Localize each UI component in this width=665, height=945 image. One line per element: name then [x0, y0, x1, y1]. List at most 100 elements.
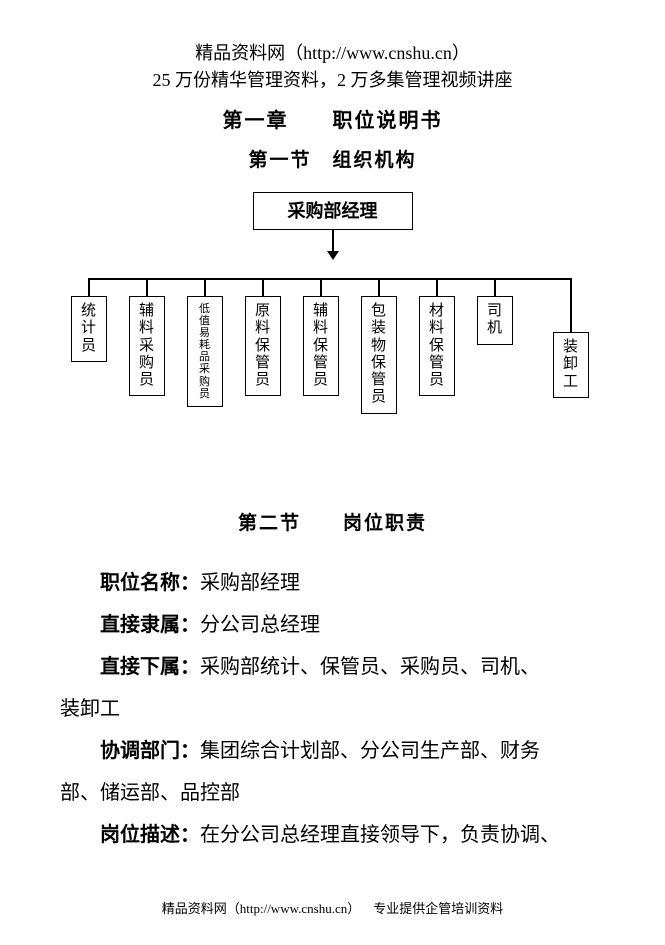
row-text: 集团综合计划部、分公司生产部、财务	[200, 740, 540, 762]
section-2-name: 岗位职责	[343, 513, 427, 534]
org-child-char: 料	[304, 320, 338, 337]
org-connector	[262, 278, 264, 296]
org-child-char: 管	[304, 355, 338, 372]
arrow-down-icon	[327, 251, 339, 260]
page-header: 精品资料网（http://www.cnshu.cn） 25 万份精华管理资料，2…	[60, 40, 605, 94]
org-child-node: 辅料保管员	[303, 296, 339, 396]
org-child-char: 司	[478, 303, 512, 320]
org-child-char: 员	[72, 338, 106, 355]
body-row-cont: 装卸工	[60, 689, 605, 729]
body-row: 职位名称：采购部经理	[60, 563, 605, 603]
org-child-char: 管	[362, 372, 396, 389]
section-2-title: 第二节 岗位职责	[60, 508, 605, 535]
org-child-char: 物	[362, 338, 396, 355]
row-label: 岗位描述：	[100, 824, 200, 846]
body-row-cont: 部、储运部、品控部	[60, 773, 605, 813]
section-1-name: 组织机构	[333, 150, 417, 171]
org-child-char: 员	[130, 372, 164, 389]
org-connector	[146, 278, 148, 296]
row-text: 在分公司总经理直接领导下，负责协调、	[200, 824, 560, 846]
org-child-char: 采	[188, 363, 222, 375]
org-child-char: 材	[420, 303, 454, 320]
org-child-node: 辅料采购员	[129, 296, 165, 396]
org-child-char: 低	[188, 303, 222, 315]
row-label: 直接隶属：	[100, 614, 200, 636]
section-1-label: 第一节	[248, 150, 311, 171]
org-child-char: 料	[420, 320, 454, 337]
org-child-char: 辅	[130, 303, 164, 320]
body-row: 直接下属：采购部统计、保管员、采购员、司机、	[60, 647, 605, 687]
org-chart: 采购部经理 统计员辅料采购员低值易耗品采购员原料保管员辅料保管员包装物保管员材料…	[63, 192, 603, 458]
page-footer: 精品资料网（http://www.cnshu.cn） 专业提供企管培训资料	[0, 898, 665, 917]
org-hbus-line	[89, 278, 571, 280]
org-child-node: 装卸工	[553, 332, 589, 398]
org-child-char: 统	[72, 303, 106, 320]
body-row: 直接隶属：分公司总经理	[60, 605, 605, 645]
org-child-char: 机	[478, 320, 512, 337]
org-connector	[494, 278, 496, 296]
org-child-node: 原料保管员	[245, 296, 281, 396]
org-child-char: 装	[554, 339, 588, 356]
org-child-char: 管	[420, 355, 454, 372]
body-text: 职位名称：采购部经理直接隶属：分公司总经理直接下属：采购部统计、保管员、采购员、…	[60, 563, 605, 855]
org-child-char: 卸	[554, 356, 588, 373]
org-child-char: 保	[246, 338, 280, 355]
org-child-char: 员	[420, 372, 454, 389]
body-row: 协调部门：集团综合计划部、分公司生产部、财务	[60, 731, 605, 771]
header-line-2: 25 万份精华管理资料，2 万多集管理视频讲座	[60, 67, 605, 94]
org-child-char: 员	[246, 372, 280, 389]
chapter-title: 第一章 职位说明书	[60, 104, 605, 133]
org-stem-line	[332, 230, 334, 252]
org-child-char: 购	[130, 355, 164, 372]
org-child-node: 统计员	[71, 296, 107, 362]
org-child-char: 保	[420, 338, 454, 355]
row-text: 采购部经理	[200, 572, 300, 594]
row-label: 协调部门：	[100, 740, 200, 762]
org-child-char: 员	[304, 372, 338, 389]
org-child-node: 司机	[477, 296, 513, 345]
org-child-char: 保	[304, 338, 338, 355]
org-child-char: 辅	[304, 303, 338, 320]
org-child-char: 保	[362, 355, 396, 372]
org-root-node: 采购部经理	[253, 192, 413, 230]
org-children-area: 统计员辅料采购员低值易耗品采购员原料保管员辅料保管员包装物保管员材料保管员司机装…	[63, 278, 603, 458]
org-child-char: 管	[246, 355, 280, 372]
org-child-char: 料	[246, 320, 280, 337]
org-child-char: 包	[362, 303, 396, 320]
gap	[312, 150, 333, 171]
org-child-char: 工	[554, 374, 588, 391]
row-text: 分公司总经理	[200, 614, 320, 636]
chapter-label: 第一章	[223, 110, 289, 132]
org-child-node: 材料保管员	[419, 296, 455, 396]
org-child-char: 计	[72, 320, 106, 337]
row-label: 职位名称：	[100, 572, 200, 594]
org-child-char: 购	[188, 376, 222, 388]
org-child-char: 易	[188, 327, 222, 339]
org-child-char: 值	[188, 315, 222, 327]
org-child-char: 料	[130, 320, 164, 337]
org-connector	[204, 278, 206, 296]
gap	[289, 110, 333, 132]
body-row: 岗位描述：在分公司总经理直接领导下，负责协调、	[60, 815, 605, 855]
org-connector	[320, 278, 322, 296]
org-connector	[436, 278, 438, 296]
org-connector	[378, 278, 380, 296]
org-child-node: 包装物保管员	[361, 296, 397, 414]
org-connector	[570, 278, 572, 332]
gap	[301, 513, 343, 534]
org-connector	[88, 278, 90, 296]
org-child-char: 原	[246, 303, 280, 320]
row-text: 采购部统计、保管员、采购员、司机、	[200, 656, 540, 678]
section-1-title: 第一节 组织机构	[60, 145, 605, 172]
org-child-char: 员	[188, 388, 222, 400]
section-2-label: 第二节	[238, 513, 301, 534]
org-child-char: 装	[362, 320, 396, 337]
org-child-char: 品	[188, 351, 222, 363]
row-label: 直接下属：	[100, 656, 200, 678]
org-child-char: 员	[362, 389, 396, 406]
org-child-char: 耗	[188, 339, 222, 351]
chapter-name: 职位说明书	[333, 110, 443, 132]
org-child-char: 采	[130, 338, 164, 355]
org-child-node: 低值易耗品采购员	[187, 296, 223, 407]
header-line-1: 精品资料网（http://www.cnshu.cn）	[60, 40, 605, 67]
